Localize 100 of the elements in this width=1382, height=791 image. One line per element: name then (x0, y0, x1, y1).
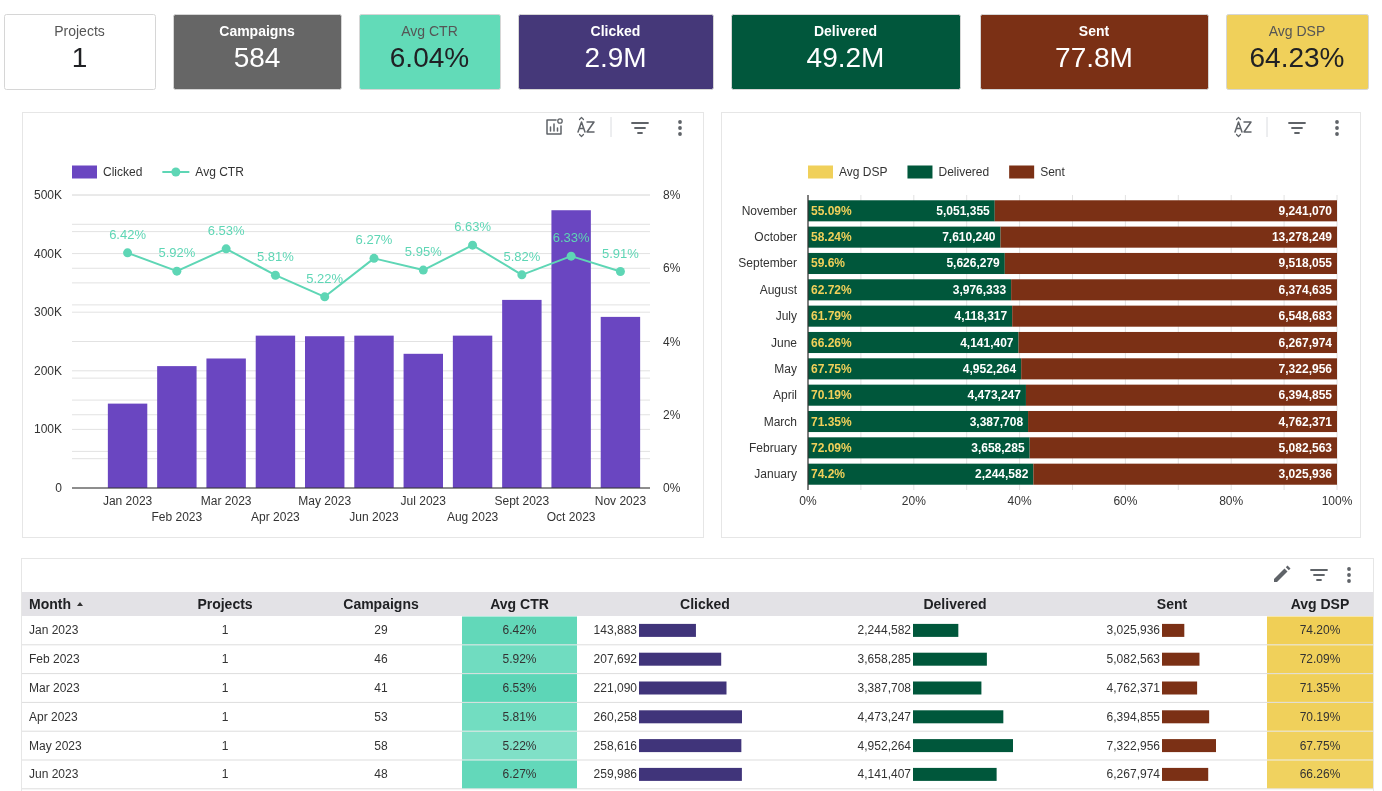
x-tick-label: Apr 2023 (251, 510, 301, 524)
bar (1012, 305, 1337, 327)
bar (1033, 463, 1337, 485)
annotation: 70.19% (811, 388, 853, 403)
x-tick-label: Jan 2023 (102, 494, 153, 508)
point (123, 248, 133, 258)
data-label: 5.22% (502, 738, 537, 753)
data-label: 48 (374, 767, 388, 782)
data-label: 6,267,974 (1106, 767, 1161, 782)
y2-tick-label: 4% (663, 334, 681, 349)
annotation: 3,976,333 (952, 282, 1007, 297)
annotation: 5,082,563 (1278, 440, 1333, 455)
data-label: 1 (221, 738, 229, 753)
y-tick-label: February (748, 440, 797, 455)
x-tick-label: Jun 2023 (349, 510, 400, 524)
category-label: Campaigns (219, 23, 295, 39)
data-label: 6.27% (355, 232, 393, 248)
data-label: 58 (374, 738, 388, 753)
data-label: 53 (374, 709, 388, 724)
annotation: 5,051,355 (936, 203, 991, 218)
y-tick-label: April (772, 388, 797, 403)
data-label: 1 (221, 709, 229, 724)
data-label: 5.81% (256, 249, 295, 265)
data-label: 67.75% (1299, 738, 1341, 753)
data-label: 5.92% (158, 245, 196, 261)
text: Month (29, 596, 71, 612)
point (468, 240, 478, 250)
annotation: 59.6% (811, 256, 846, 271)
bar (157, 366, 197, 488)
y2-tick-label: 6% (663, 261, 681, 276)
data-label: 4,952,264 (857, 738, 912, 753)
data-label: 6.63% (454, 219, 492, 235)
bar (1018, 331, 1337, 354)
data-label: 4,141,407 (857, 767, 912, 782)
x-tick-label: Aug 2023 (446, 510, 499, 524)
annotation: 4,762,371 (1278, 414, 1333, 429)
series-label: Avg CTR (490, 596, 549, 612)
data-label: 5.91% (601, 245, 640, 261)
category-label: Avg CTR (401, 23, 458, 39)
bar (1021, 358, 1337, 380)
data-label: 5.92% (502, 652, 537, 667)
text: 64.23% (1249, 42, 1345, 73)
data-label: 6.33% (552, 230, 591, 246)
bar (1004, 252, 1337, 275)
annotation: 62.72% (811, 282, 853, 297)
x-tick-label: Sept 2023 (494, 494, 550, 508)
text: 77.8M (1055, 42, 1133, 73)
legend-label: Avg DSP (839, 165, 888, 179)
bar (1011, 279, 1337, 301)
bar (305, 336, 345, 488)
annotation: 6,267,974 (1278, 335, 1333, 350)
data-label: 5.82% (503, 248, 541, 264)
x-tick-label: 40% (1007, 494, 1032, 508)
bar (1028, 410, 1337, 433)
bar (551, 210, 591, 488)
legend-label: Clicked (103, 165, 143, 179)
y-tick-label: September (738, 256, 797, 271)
data-label: 4,762,371 (1106, 681, 1161, 695)
data-label: 1 (221, 681, 229, 695)
data-label: 7,322,956 (1106, 738, 1161, 753)
annotation: 6,548,683 (1278, 309, 1333, 324)
y-tick-label: 200K (33, 363, 62, 378)
data-label: 260,258 (593, 709, 638, 724)
legend-label: Sent (1040, 165, 1066, 179)
category-label: Feb 2023 (29, 652, 81, 667)
x-tick-label: 0% (799, 494, 817, 508)
data-label: 72.09% (1299, 652, 1341, 667)
data-label: 4,473,247 (857, 709, 912, 724)
data-label: 6.53% (502, 681, 537, 695)
bar (502, 299, 542, 488)
x-tick-label: 80% (1219, 494, 1244, 508)
y-tick-label: March (763, 414, 797, 429)
data-label: 6.53% (207, 222, 246, 238)
y-tick-label: January (754, 467, 797, 482)
data-label: 3,025,936 (1106, 623, 1161, 638)
y-tick-label: 400K (33, 246, 62, 261)
bar (255, 335, 296, 488)
annotation: 9,241,070 (1278, 203, 1333, 218)
point (270, 270, 280, 280)
bar (1000, 226, 1337, 248)
data-label: 207,692 (593, 652, 638, 667)
annotation: 9,518,055 (1278, 256, 1333, 271)
annotation: 4,952,264 (962, 361, 1017, 376)
y2-tick-label: 0% (663, 481, 681, 495)
point (566, 251, 576, 261)
annotation: 4,118,317 (954, 309, 1008, 324)
y-tick-label: June (770, 335, 798, 350)
category-label: Mar 2023 (29, 681, 81, 695)
annotation: 6,394,855 (1278, 388, 1333, 403)
legend-label: Delivered (938, 165, 990, 179)
y-tick-label: 100K (33, 422, 62, 437)
y-tick-label: October (754, 230, 797, 245)
y-tick-label: 500K (33, 188, 62, 202)
data-label: 221,090 (593, 681, 638, 695)
annotation: 13,278,249 (1271, 230, 1333, 245)
annotation: 3,025,936 (1278, 467, 1333, 482)
text: Delivered (923, 596, 987, 612)
text: Clicked (680, 596, 730, 612)
data-label: 41 (374, 681, 388, 695)
data-label: 5.22% (306, 270, 344, 286)
